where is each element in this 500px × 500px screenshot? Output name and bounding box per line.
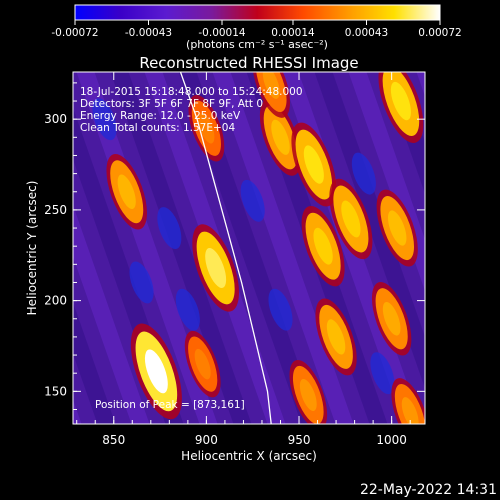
hotspot-core <box>117 174 136 210</box>
y-tick-label: 150 <box>44 384 67 398</box>
hotspot-core <box>401 397 419 424</box>
annotation-energy-range: Energy Range: 12.0 - 25.0 keV <box>80 110 241 122</box>
y-tick-label: 200 <box>44 294 67 308</box>
colorbar-tick-label: -0.00043 <box>125 27 172 39</box>
y-tick-label: 300 <box>44 112 67 126</box>
annotation-method-counts: Clean Total counts: 1.57E+04 <box>80 122 235 134</box>
hotspot-core <box>326 319 346 355</box>
annotation-peak-position: Position of Peak = [873,161] <box>95 399 245 411</box>
negative-trough <box>370 352 395 395</box>
background-stripe <box>73 205 150 424</box>
hotspot-core <box>144 349 168 394</box>
background-stripe <box>447 62 500 434</box>
colorbar-tick-label: 0.00014 <box>271 27 315 39</box>
annotation-detectors: Detectors: 3F 5F 6F 7F 8F 9F, Att 0 <box>80 98 263 110</box>
hotspot-core <box>382 301 401 336</box>
background-stripe <box>0 62 17 434</box>
hotspot-core <box>205 247 227 288</box>
x-tick-label: 850 <box>102 433 125 447</box>
chart-title: Reconstructed RHESSI Image <box>139 54 358 72</box>
colorbar-tick-label: 0.00072 <box>418 27 461 39</box>
x-tick-label: 900 <box>195 433 218 447</box>
colorbar-ticks: -0.00072 -0.00043 -0.00014 0.00014 0.00043 0.… <box>51 20 462 39</box>
colorbar <box>74 4 441 21</box>
hotspot-core <box>341 200 361 238</box>
hotspot-core <box>194 348 211 380</box>
hotspot-core <box>303 145 324 184</box>
background-stripe <box>110 72 252 424</box>
hotspot-core <box>198 113 215 144</box>
hotspot-core <box>262 72 280 99</box>
solar-limb-curve <box>179 72 272 424</box>
hotspot-core <box>313 227 333 265</box>
x-axis-label: Heliocentric X (arcsec) <box>181 449 317 463</box>
hotspot-core <box>390 81 411 121</box>
footer-timestamp: 22-May-2022 14:31 <box>360 482 497 498</box>
colorbar-units: (photons cm⁻² s⁻¹ asec⁻²) <box>186 38 328 51</box>
plot-frame <box>72 71 426 425</box>
negative-trough <box>157 207 182 249</box>
hotspot-core <box>387 210 407 246</box>
hotspot-core <box>299 378 317 411</box>
colorbar-tick-label: 0.00043 <box>345 27 388 39</box>
x-tick-label: 1000 <box>376 433 407 447</box>
background-stripe <box>73 302 116 424</box>
negative-trough <box>240 179 265 222</box>
axis-ticks: 850 900 950 1000 150 200 250 300 <box>44 72 425 447</box>
background-stripe <box>212 72 354 424</box>
annotation-time-range: 18-Jul-2015 15:18:48.000 to 15:24:48.000 <box>80 86 303 98</box>
negative-trough <box>351 152 376 195</box>
colorbar-tick-label: -0.00072 <box>51 27 98 39</box>
background-stripe <box>73 399 82 424</box>
colorbar-tick-label: -0.00014 <box>198 27 246 39</box>
y-tick-label: 250 <box>44 203 67 217</box>
negative-trough <box>175 288 200 331</box>
x-tick-label: 950 <box>288 433 311 447</box>
negative-trough <box>92 98 117 141</box>
negative-trough <box>268 288 293 331</box>
hotspot-layer <box>106 72 425 424</box>
background-stripe <box>416 72 425 97</box>
hotspot-core <box>271 119 290 155</box>
negative-trough <box>129 261 154 304</box>
y-axis-label: Heliocentric Y (arcsec) <box>25 181 39 316</box>
background-stripe <box>481 62 500 434</box>
